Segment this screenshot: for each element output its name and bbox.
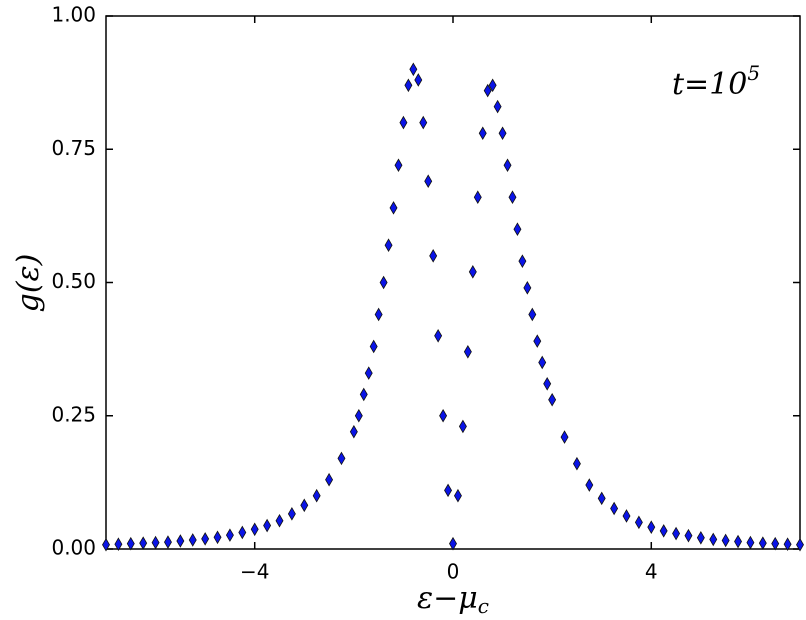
data-point [696,531,705,545]
annotation: t=105 [672,61,760,103]
data-point [364,366,373,380]
data-point [404,78,413,93]
x-axis-label: ε−μc [417,581,489,618]
data-point [771,536,780,551]
data-point [349,424,358,439]
data-point [238,525,247,540]
data-point [164,535,172,549]
data-point [473,190,482,205]
data-point [312,488,321,503]
data-point [384,238,393,252]
y-tick-label: 0.50 [51,269,96,293]
data-point [394,158,403,173]
data-point [225,528,234,542]
data-point [434,329,443,343]
data-point [508,190,517,205]
data-point [503,158,512,173]
data-point [325,472,334,487]
data-point [188,533,197,547]
data-point [543,376,552,391]
annotation-sup: 5 [747,61,760,85]
data-point [796,537,804,552]
data-point [478,126,487,141]
data-point [453,488,462,503]
data-point [444,483,453,498]
data-point [493,99,502,114]
data-point [597,491,606,506]
data-point [634,515,643,530]
data-point [734,534,742,549]
data-point [709,532,718,547]
data-point [176,534,185,548]
data-point [721,533,730,548]
data-point [523,281,532,295]
data-point [359,387,368,402]
data-point [449,536,457,551]
data-point [439,408,448,423]
data-point [414,73,423,87]
y-tick-label: 1.00 [51,3,96,27]
data-point [572,456,581,471]
data-point [585,478,594,492]
data-point [463,344,472,359]
data-point [429,249,438,263]
data-point [518,254,527,268]
data-point [783,537,792,551]
data-point [369,339,378,354]
x-tick-label: 0 [447,560,460,584]
x-tick-label: 4 [645,560,658,584]
data-point [337,451,346,466]
data-point [746,535,755,550]
data-point [300,498,309,513]
data-point [389,201,398,215]
data-point [647,520,656,534]
data-point [560,430,569,444]
data-point [684,528,693,543]
data-point [374,307,383,322]
data-point [287,507,296,521]
data-point [458,419,467,434]
x-label-sub: c [478,594,489,618]
data-point [250,522,259,537]
data-point [468,265,477,279]
data-point [275,513,284,528]
data-point [672,526,681,541]
y-tick-label: 0.00 [51,536,96,560]
data-point [263,518,272,533]
data-point [758,536,767,550]
data-point [139,536,148,550]
annotation-base: t=10 [672,67,747,102]
data-point [379,275,388,290]
data-point [528,307,537,322]
data-point [126,536,135,551]
data-point [548,392,557,407]
data-point [409,62,418,77]
y-axis-label: g(ε) [11,254,46,313]
data-point [354,408,363,423]
data-point [201,532,210,546]
data-point [610,501,619,516]
data-point [151,535,160,550]
data-point [533,334,542,348]
data-point [213,530,222,545]
data-point [114,537,123,551]
x-label-base: ε−μ [417,581,478,616]
y-tick-label: 0.25 [51,402,96,426]
data-point [399,115,408,130]
data-point [659,524,668,538]
data-point [538,355,547,370]
y-tick-label: 0.75 [51,136,96,160]
data-point [102,537,110,552]
data-point [424,174,433,189]
data-point [488,78,497,93]
data-point [483,83,492,98]
x-tick-label: −4 [240,560,269,584]
data-point [419,115,428,130]
data-point [622,509,631,523]
data-point [513,222,522,236]
data-point [498,126,507,141]
